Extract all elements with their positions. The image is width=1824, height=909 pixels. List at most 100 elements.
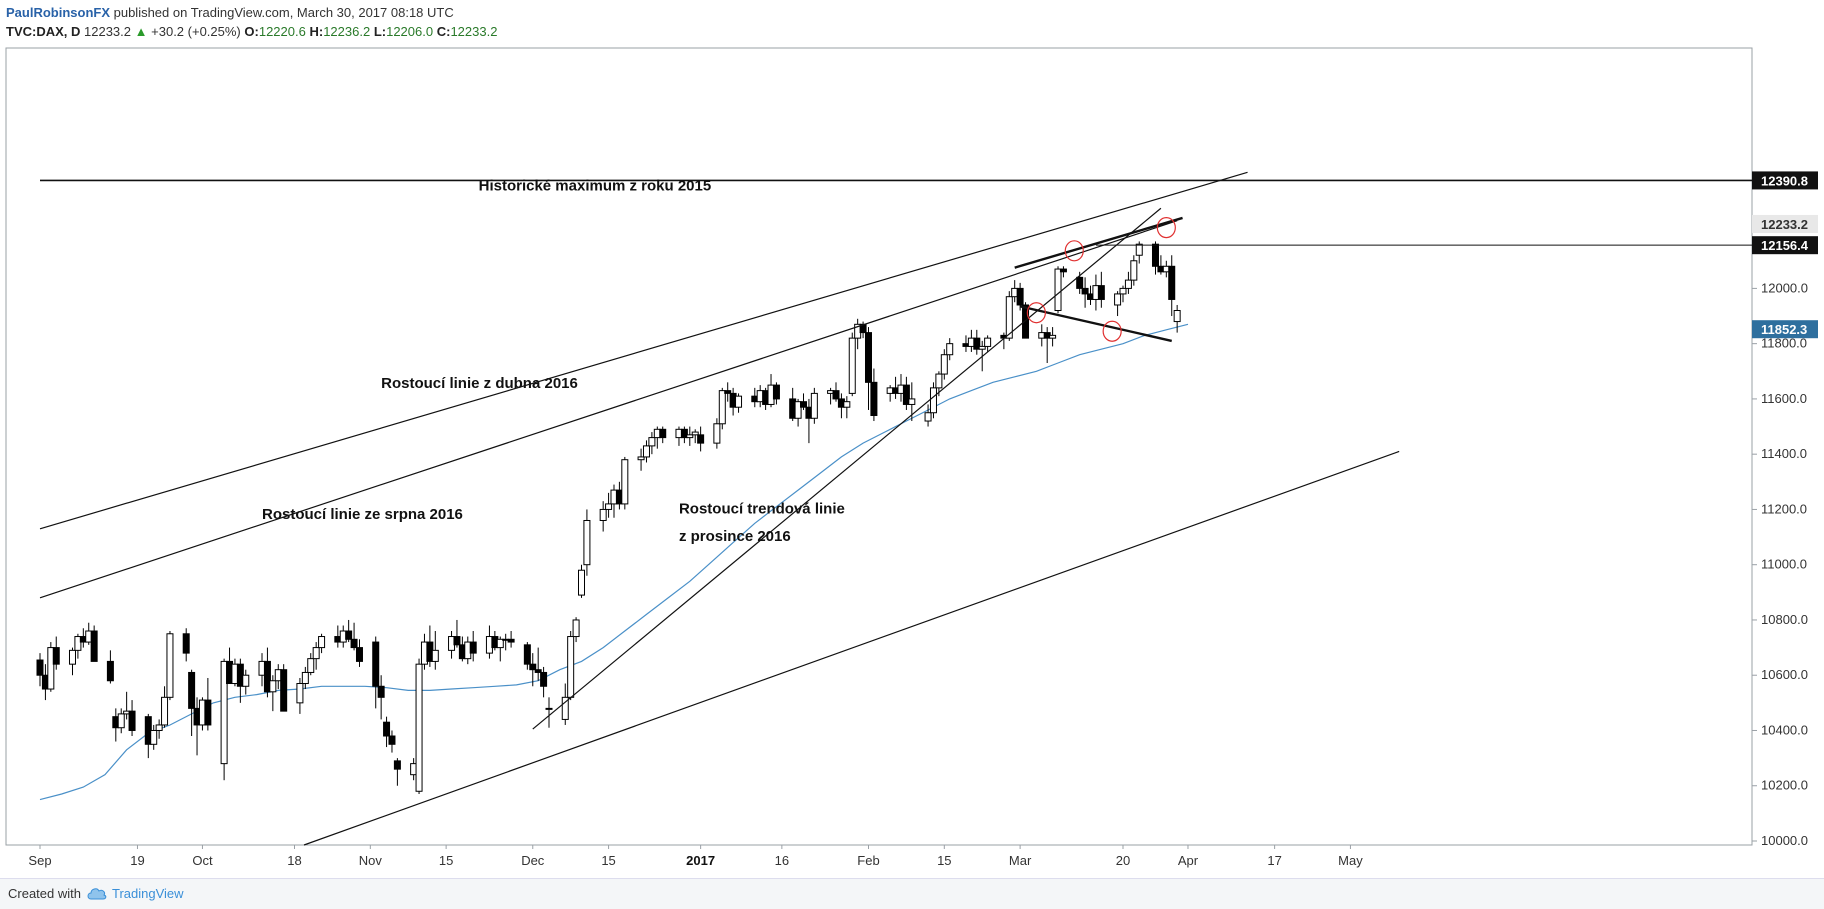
candle-body[interactable] bbox=[648, 437, 656, 447]
candle-body[interactable] bbox=[1005, 296, 1013, 339]
candle-body[interactable] bbox=[772, 384, 780, 400]
candle-body[interactable] bbox=[182, 633, 190, 654]
candle-body[interactable] bbox=[572, 619, 580, 638]
candle-body[interactable] bbox=[269, 680, 277, 693]
candle-body[interactable] bbox=[117, 713, 125, 729]
candle-body[interactable] bbox=[355, 647, 363, 662]
candle-body[interactable] bbox=[929, 387, 937, 414]
candle-body[interactable] bbox=[1114, 293, 1122, 306]
candle-body[interactable] bbox=[713, 423, 721, 444]
candle-body[interactable] bbox=[128, 710, 136, 731]
circle-marker[interactable] bbox=[1064, 240, 1084, 262]
trend-line-march-resistance[interactable] bbox=[1014, 216, 1183, 269]
candle-body[interactable] bbox=[47, 647, 55, 690]
candle-body[interactable] bbox=[1059, 268, 1067, 273]
candle-body[interactable] bbox=[1054, 268, 1062, 312]
candle-body[interactable] bbox=[415, 663, 423, 792]
candle-body[interactable] bbox=[68, 649, 76, 665]
candle-body[interactable] bbox=[621, 459, 629, 505]
candle-body[interactable] bbox=[902, 384, 910, 405]
candle-body[interactable] bbox=[469, 641, 477, 654]
candle-body[interactable] bbox=[523, 644, 531, 665]
candle-body[interactable] bbox=[296, 683, 304, 704]
candle-body[interactable] bbox=[843, 401, 851, 408]
candle-body[interactable] bbox=[1081, 287, 1089, 295]
candle-body[interactable] bbox=[383, 721, 391, 737]
trend-line-august-2016[interactable] bbox=[39, 220, 1178, 599]
candle-body[interactable] bbox=[567, 636, 575, 698]
candle-body[interactable] bbox=[1076, 276, 1084, 289]
candle-body[interactable] bbox=[1049, 334, 1057, 339]
candle-body[interactable] bbox=[984, 337, 992, 347]
candle-body[interactable] bbox=[393, 760, 401, 770]
candle-body[interactable] bbox=[545, 707, 553, 710]
chart-annotation[interactable]: Rostoucí trendová linie bbox=[679, 501, 845, 518]
candle-body[interactable] bbox=[691, 431, 699, 436]
candle-body[interactable] bbox=[583, 519, 591, 566]
trend-line-major-uptrend[interactable] bbox=[303, 450, 1400, 846]
candle-body[interactable] bbox=[735, 395, 743, 408]
candle-body[interactable] bbox=[561, 696, 569, 720]
candle-body[interactable] bbox=[935, 373, 943, 389]
candle-body[interactable] bbox=[388, 735, 396, 745]
symbol-label[interactable]: TVC:DAX, D bbox=[6, 24, 81, 39]
candle-body[interactable] bbox=[578, 569, 585, 596]
chart-annotation[interactable]: Rostoucí linie ze srpna 2016 bbox=[262, 506, 463, 523]
candle-body[interactable] bbox=[832, 390, 840, 400]
candle-body[interactable] bbox=[507, 638, 515, 643]
candle-body[interactable] bbox=[940, 354, 948, 375]
candle-body[interactable] bbox=[1022, 304, 1030, 339]
tradingview-brand[interactable]: TradingView bbox=[112, 886, 184, 901]
candle-body[interactable] bbox=[301, 671, 309, 685]
candle-body[interactable] bbox=[1016, 287, 1024, 306]
candle-body[interactable] bbox=[680, 428, 688, 439]
candle-body[interactable] bbox=[372, 641, 380, 687]
candle-body[interactable] bbox=[377, 685, 385, 698]
candle-body[interactable] bbox=[637, 456, 645, 461]
candle-body[interactable] bbox=[794, 401, 802, 419]
candle-body[interactable] bbox=[1151, 243, 1159, 267]
candle-body[interactable] bbox=[924, 412, 932, 422]
candle-body[interactable] bbox=[686, 434, 694, 439]
candle-body[interactable] bbox=[605, 503, 613, 510]
candle-body[interactable] bbox=[453, 636, 461, 646]
candle-body[interactable] bbox=[496, 638, 504, 649]
candle-body[interactable] bbox=[864, 332, 872, 383]
candle-body[interactable] bbox=[150, 729, 158, 745]
candle-body[interactable] bbox=[534, 669, 542, 673]
chart-annotation[interactable]: Historické maximum z roku 2015 bbox=[479, 177, 712, 194]
candle-body[interactable] bbox=[642, 445, 650, 458]
candle-body[interactable] bbox=[810, 392, 818, 419]
circle-marker[interactable] bbox=[1026, 302, 1046, 324]
candle-body[interactable] bbox=[220, 660, 228, 765]
candle-body[interactable] bbox=[697, 434, 705, 444]
candle-body[interactable] bbox=[188, 671, 196, 709]
candle-body[interactable] bbox=[1173, 310, 1181, 323]
tradingview-cloud-icon[interactable] bbox=[86, 884, 108, 902]
candle-body[interactable] bbox=[74, 636, 82, 651]
candle-body[interactable] bbox=[36, 659, 44, 676]
candle-body[interactable] bbox=[161, 696, 169, 726]
candle-body[interactable] bbox=[800, 401, 808, 408]
candle-body[interactable] bbox=[870, 381, 878, 416]
candle-body[interactable] bbox=[973, 337, 981, 350]
chart-annotation[interactable]: z prosince 2016 bbox=[679, 528, 791, 545]
candle-body[interactable] bbox=[431, 649, 439, 662]
circle-marker[interactable] bbox=[1102, 320, 1122, 342]
candle-body[interactable] bbox=[908, 398, 916, 405]
candle-body[interactable] bbox=[1168, 265, 1176, 300]
candle-body[interactable] bbox=[599, 508, 607, 521]
candle-body[interactable] bbox=[350, 638, 358, 649]
candle-body[interactable] bbox=[659, 428, 667, 439]
candle-body[interactable] bbox=[1130, 260, 1138, 281]
candle-body[interactable] bbox=[1119, 287, 1127, 295]
candle-body[interactable] bbox=[529, 663, 537, 671]
candle-body[interactable] bbox=[1124, 279, 1132, 289]
candle-body[interactable] bbox=[345, 630, 353, 640]
plot-area[interactable] bbox=[5, 47, 1753, 846]
author-name[interactable]: PaulRobinsonFX bbox=[6, 5, 110, 20]
candle-body[interactable] bbox=[318, 636, 326, 649]
chart-annotation[interactable]: Rostoucí linie z dubna 2016 bbox=[381, 375, 578, 392]
candle-body[interactable] bbox=[848, 337, 856, 394]
candle-body[interactable] bbox=[155, 724, 163, 731]
